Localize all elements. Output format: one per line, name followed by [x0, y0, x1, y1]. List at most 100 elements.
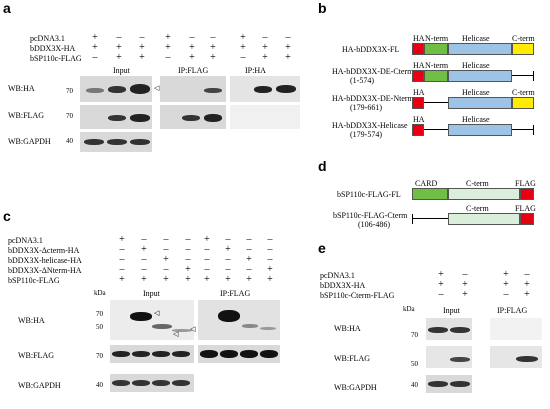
b-h-helicase-domain [448, 124, 512, 136]
c-mw-gapdh: 40 [96, 381, 103, 389]
a-group-input: Input [113, 66, 130, 75]
c-sign-r0-c5: – [225, 234, 231, 245]
a-sign-r1-c8: + [285, 42, 291, 53]
c-kda: kDa [94, 289, 106, 297]
e-row-pcdna: pcDNA3.1 [320, 271, 355, 280]
c-sign-r0-c7: – [267, 234, 273, 245]
c-sign-r0-c0: + [119, 234, 125, 245]
b-fl-nterm-label: N-term [425, 34, 449, 43]
c-sign-r0-c3: – [185, 234, 191, 245]
b-construct-nterm: HA-bDDX3X-DE-Nterm [332, 94, 414, 103]
b-c-ha-label: HA [413, 61, 425, 70]
c-sign-r0-c1: – [141, 234, 147, 245]
a-sign-r1-c6: + [240, 42, 246, 53]
c-sign-r3-c7: + [267, 264, 273, 275]
a-sign-r0-c1: – [116, 32, 122, 43]
a-sign-r1-c7: + [262, 42, 268, 53]
c-sign-r1-c4: – [204, 244, 210, 255]
c-sign-r2-c2: + [163, 254, 169, 265]
panel-d-label: d [318, 158, 327, 174]
a-row-pcdna: pcDNA3.1 [30, 34, 65, 43]
e-sign-r2-c0: – [438, 289, 444, 300]
b-c-nterm-label: N-term [425, 61, 449, 70]
e-row-sp110c: bSP110c-Cterm-FLAG [320, 291, 395, 300]
a-sign-r2-c7: + [262, 52, 268, 63]
a-sign-r0-c4: – [189, 32, 195, 43]
a-row-ddx3x: bDDX3X-HA [30, 44, 76, 53]
b-c-helicase-label: Helicase [462, 61, 490, 70]
c-blot-label-flag: WB:FLAG [18, 351, 54, 360]
b-n-cterm-label: C-term [512, 88, 535, 97]
c-sign-r4-c0: + [119, 274, 125, 285]
c-sign-r3-c3: + [185, 264, 191, 275]
a-sign-r2-c4: + [189, 52, 195, 63]
a-sign-r1-c2: + [139, 42, 145, 53]
a-group-ipflag: IP:FLAG [178, 66, 209, 75]
e-sign-r0-c3: – [524, 269, 530, 280]
b-n-deleted-line [424, 102, 448, 103]
a-arrowhead: ◁ [154, 84, 160, 92]
d-c-flag-label: FLAG [515, 204, 536, 213]
e-row-ddx3x: bDDX3X-HA [320, 281, 366, 290]
c-sign-r2-c4: – [204, 254, 210, 265]
c-mw-ha-50: 50 [96, 323, 103, 331]
a-sign-r2-c6: – [240, 52, 246, 63]
c-blot-label-gapdh: WB:GAPDH [18, 381, 61, 390]
c-sign-r4-c1: + [141, 274, 147, 285]
e-blot-flag-input [426, 346, 472, 368]
b-n-helicase-label: Helicase [462, 88, 490, 97]
d-c-deleted-line [412, 218, 448, 219]
a-blot-flag-ipflag [160, 105, 226, 129]
b-c-nterm-domain [424, 70, 448, 82]
e-sign-r1-c3: + [524, 279, 530, 290]
e-mw-gapdh: 40 [411, 381, 418, 389]
a-sign-r2-c8: + [285, 52, 291, 63]
c-sign-r2-c6: + [246, 254, 252, 265]
c-sign-r4-c7: + [267, 274, 273, 285]
d-construct-cterm: bSP110c-FLAG-Cterm [333, 211, 408, 220]
c-sign-r2-c1: – [141, 254, 147, 265]
d-fl-flag-domain [520, 188, 534, 200]
c-sign-r2-c3: – [185, 254, 191, 265]
c-sign-r4-c4: + [204, 274, 210, 285]
e-sign-r1-c2: + [503, 279, 509, 290]
b-h-ha-domain [412, 124, 424, 136]
d-c-flag-domain [520, 213, 534, 225]
panel-b-label: b [318, 0, 327, 16]
b-construct-cterm-range: (1-574) [350, 76, 374, 85]
c-arrowhead-1: ◁ [154, 309, 160, 317]
a-sign-r2-c2: + [139, 52, 145, 63]
e-group-ipflag: IP:FLAG [497, 306, 528, 315]
c-blot-label-ha: WB:HA [18, 316, 45, 325]
c-blot-flag-ipflag [198, 345, 280, 363]
c-sign-r4-c6: + [246, 274, 252, 285]
c-arrowhead-2: ◁ [173, 330, 179, 338]
b-c-deleted-line [512, 75, 534, 76]
b-n-helicase-domain [448, 97, 512, 109]
a-mw-gapdh: 40 [66, 137, 73, 145]
e-kda: kDa [403, 305, 415, 313]
a-blot-label-gapdh: WB:GAPDH [8, 137, 51, 146]
a-blot-ha-ipflag [160, 76, 226, 102]
c-sign-r1-c5: + [225, 244, 231, 255]
b-fl-cterm-domain [512, 43, 534, 55]
d-fl-card-domain [412, 188, 448, 200]
b-h-end-tick [533, 125, 534, 135]
e-sign-r0-c2: + [503, 269, 509, 280]
b-h-ha-label: HA [413, 115, 425, 124]
c-sign-r3-c0: – [119, 264, 125, 275]
a-sign-r0-c8: – [285, 32, 291, 43]
d-fl-cterm-label: C-term [466, 179, 489, 188]
b-c-end-tick [533, 71, 534, 81]
panel-c-label: c [3, 208, 11, 224]
b-h-deleted-line-c [512, 129, 534, 130]
b-n-ha-label: HA [413, 88, 425, 97]
a-sign-r1-c1: + [116, 42, 122, 53]
c-sign-r0-c2: – [163, 234, 169, 245]
c-sign-r3-c1: – [141, 264, 147, 275]
b-fl-ha-domain [412, 43, 424, 55]
c-sign-r1-c1: + [141, 244, 147, 255]
c-sign-r3-c5: – [225, 264, 231, 275]
a-blot-flag-input [80, 105, 152, 129]
a-blot-ha-input [80, 76, 152, 102]
